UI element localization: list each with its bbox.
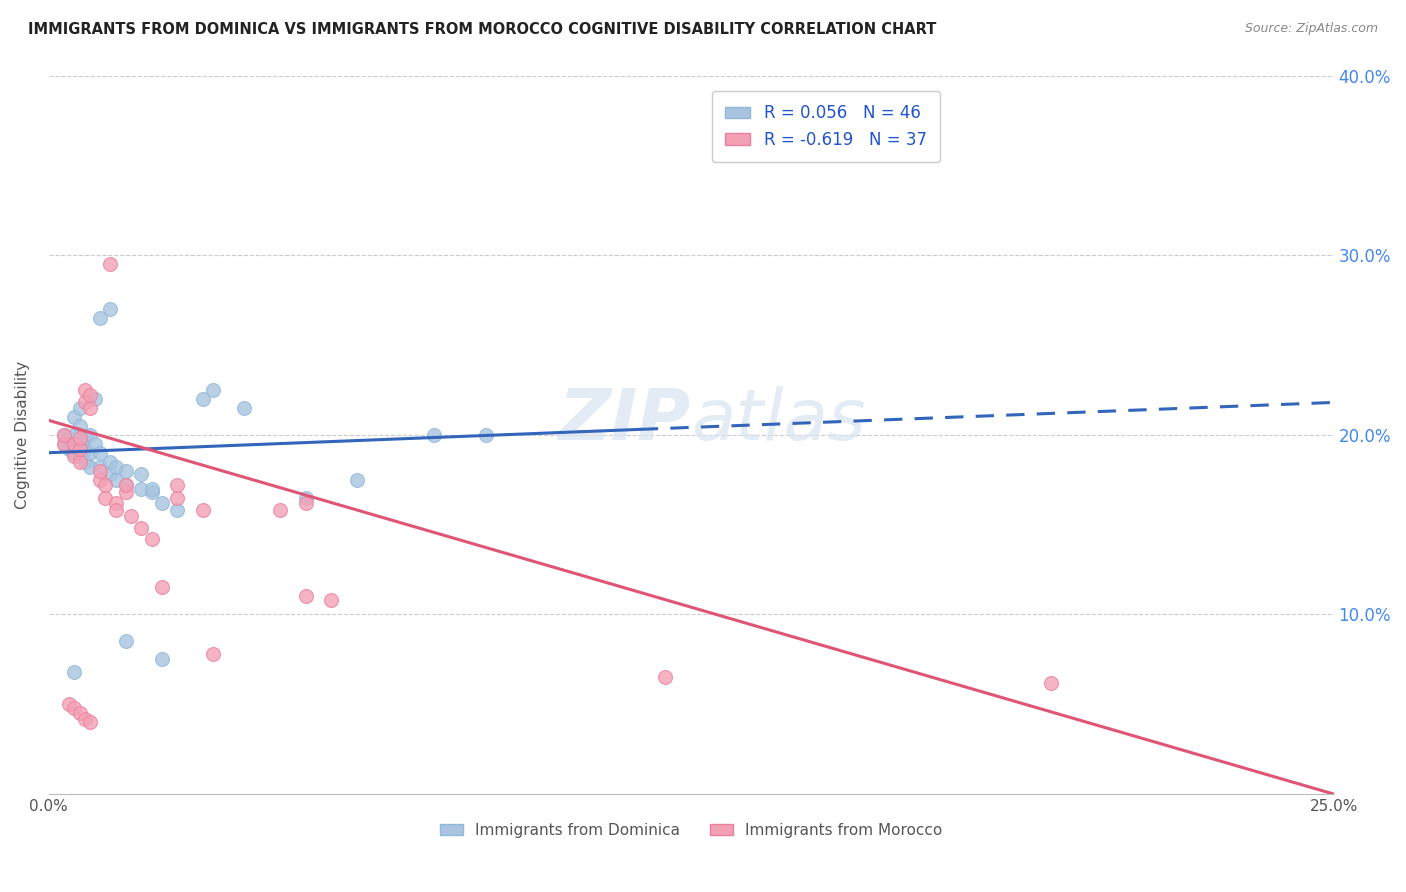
Point xyxy=(202,647,225,661)
Point xyxy=(129,482,152,496)
Point xyxy=(63,436,86,450)
Point xyxy=(104,496,127,510)
Point xyxy=(63,409,86,424)
Point xyxy=(104,503,127,517)
Point xyxy=(63,436,86,450)
Text: atlas: atlas xyxy=(692,386,866,455)
Point xyxy=(79,446,101,460)
Point xyxy=(63,700,86,714)
Point xyxy=(104,473,127,487)
Legend: Immigrants from Dominica, Immigrants from Morocco: Immigrants from Dominica, Immigrants fro… xyxy=(433,817,949,844)
Point xyxy=(1039,675,1062,690)
Point xyxy=(89,311,111,326)
Y-axis label: Cognitive Disability: Cognitive Disability xyxy=(15,360,30,508)
Point xyxy=(63,446,86,460)
Point xyxy=(115,634,138,648)
Point xyxy=(69,455,91,469)
Point xyxy=(150,652,173,666)
Point xyxy=(115,464,138,478)
Point xyxy=(79,460,101,475)
Point xyxy=(474,427,496,442)
Point xyxy=(69,401,91,415)
Point xyxy=(423,427,446,442)
Point xyxy=(166,503,188,517)
Point xyxy=(115,478,138,492)
Point xyxy=(150,496,173,510)
Point xyxy=(100,467,122,482)
Point xyxy=(79,401,101,415)
Point xyxy=(53,436,76,450)
Point xyxy=(63,427,86,442)
Point xyxy=(191,503,214,517)
Point xyxy=(73,712,96,726)
Point xyxy=(79,388,101,402)
Text: IMMIGRANTS FROM DOMINICA VS IMMIGRANTS FROM MOROCCO COGNITIVE DISABILITY CORRELA: IMMIGRANTS FROM DOMINICA VS IMMIGRANTS F… xyxy=(28,22,936,37)
Point xyxy=(294,491,316,505)
Point xyxy=(166,491,188,505)
Point xyxy=(294,590,316,604)
Point xyxy=(94,478,117,492)
Point xyxy=(115,478,138,492)
Point xyxy=(79,715,101,730)
Point xyxy=(100,301,122,316)
Point xyxy=(321,593,343,607)
Point xyxy=(191,392,214,406)
Point xyxy=(141,485,163,500)
Point xyxy=(73,431,96,445)
Point xyxy=(233,401,256,415)
Point xyxy=(73,395,96,409)
Point xyxy=(69,436,91,450)
Point xyxy=(115,485,138,500)
Point xyxy=(73,455,96,469)
Point xyxy=(84,436,107,450)
Point xyxy=(53,427,76,442)
Point xyxy=(104,460,127,475)
Text: Source: ZipAtlas.com: Source: ZipAtlas.com xyxy=(1244,22,1378,36)
Point xyxy=(129,467,152,482)
Point xyxy=(346,473,368,487)
Point xyxy=(69,418,91,433)
Point xyxy=(69,431,91,445)
Point xyxy=(58,697,80,711)
Point xyxy=(89,460,111,475)
Point xyxy=(53,436,76,450)
Point xyxy=(73,383,96,397)
Point xyxy=(79,427,101,442)
Point xyxy=(89,464,111,478)
Point xyxy=(166,478,188,492)
Point xyxy=(58,442,80,457)
Point xyxy=(100,455,122,469)
Point xyxy=(84,392,107,406)
Point xyxy=(141,532,163,546)
Point xyxy=(69,706,91,721)
Text: ZIP: ZIP xyxy=(560,386,692,455)
Point xyxy=(141,482,163,496)
Point xyxy=(63,665,86,679)
Point xyxy=(120,508,142,523)
Point xyxy=(89,473,111,487)
Point xyxy=(63,450,86,464)
Point xyxy=(129,521,152,535)
Point xyxy=(202,383,225,397)
Point xyxy=(150,581,173,595)
Point xyxy=(89,446,111,460)
Point xyxy=(58,431,80,445)
Point xyxy=(69,450,91,464)
Point xyxy=(53,427,76,442)
Point xyxy=(73,442,96,457)
Point xyxy=(69,442,91,457)
Point xyxy=(100,257,122,271)
Point xyxy=(294,496,316,510)
Point xyxy=(269,503,291,517)
Point xyxy=(654,670,676,684)
Point xyxy=(94,491,117,505)
